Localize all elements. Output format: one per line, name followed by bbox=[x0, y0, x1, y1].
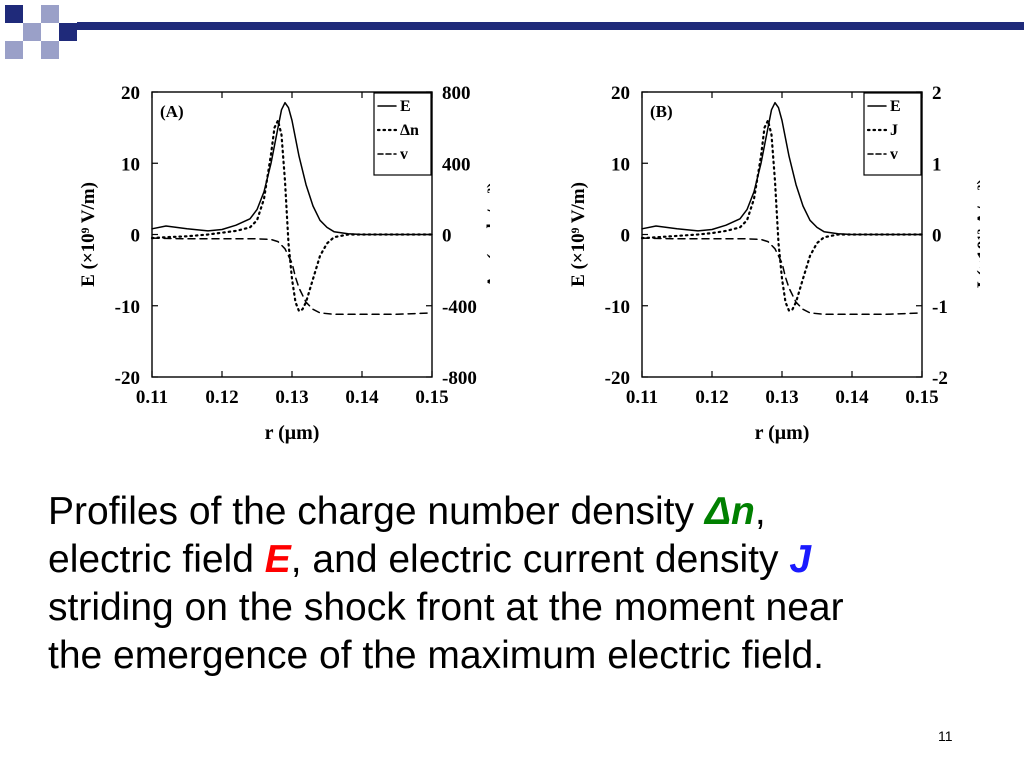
y-right-tick-label: 800 bbox=[442, 83, 471, 104]
caption-text: electric field bbox=[48, 538, 265, 581]
x-axis-label: r (μm) bbox=[265, 422, 320, 444]
x-tick-label: 0.13 bbox=[275, 387, 308, 408]
y-tick-label: 10 bbox=[121, 154, 140, 175]
chart-panel-a: 0.11 0.12 0.13 0.14 0.15 20 10 0 -10 -20 800 400 0 -4… bbox=[78, 83, 490, 444]
legend-entry: E bbox=[400, 98, 411, 115]
series-line-e bbox=[151, 101, 433, 236]
slide-caption: Profiles of the charge number density Δn… bbox=[48, 488, 998, 680]
deco-square bbox=[41, 5, 59, 23]
panel-label: (A) bbox=[160, 102, 184, 121]
legend-entry: v bbox=[890, 146, 898, 163]
series-line-e bbox=[641, 101, 923, 236]
y-right-axis-label: J (×10¹² A/m³) bbox=[974, 178, 980, 290]
deco-square bbox=[59, 23, 77, 41]
x-tick-label: 0.15 bbox=[905, 387, 938, 408]
y-tick-label: -20 bbox=[605, 368, 630, 389]
caption-j-current: J bbox=[789, 538, 812, 581]
series-line-n bbox=[150, 119, 434, 313]
deco-square bbox=[5, 41, 23, 59]
x-tick-label: 0.11 bbox=[136, 387, 168, 408]
deco-square bbox=[5, 5, 23, 23]
y-tick-label: 20 bbox=[121, 83, 140, 104]
x-tick-label: 0.15 bbox=[415, 387, 448, 408]
y-right-tick-label: -1 bbox=[932, 297, 948, 318]
caption-text: striding on the shock front at the momen… bbox=[48, 586, 844, 629]
y-right-tick-label: 2 bbox=[932, 83, 942, 104]
series-line-v bbox=[151, 237, 433, 316]
x-tick-label: 0.12 bbox=[695, 387, 728, 408]
y-right-tick-label: -400 bbox=[442, 297, 477, 318]
y-axis-label: E (×10⁹ V/m) bbox=[568, 182, 589, 287]
slide-header-decoration bbox=[5, 5, 1024, 59]
y-tick-label: -10 bbox=[605, 297, 630, 318]
caption-text: , bbox=[754, 490, 766, 533]
caption-text: , and electric current density bbox=[290, 538, 790, 581]
series-line-v bbox=[641, 237, 923, 316]
page-number: 11 bbox=[938, 728, 953, 744]
y-right-tick-label: 1 bbox=[932, 154, 942, 175]
deco-square bbox=[23, 23, 41, 41]
y-tick-label: 0 bbox=[621, 226, 631, 247]
legend-entry: J bbox=[890, 122, 898, 139]
legend-entry: E bbox=[890, 98, 901, 115]
series-line-j bbox=[640, 119, 924, 312]
y-right-tick-label: 0 bbox=[442, 226, 452, 247]
y-axis-label: E (×10⁹ V/m) bbox=[78, 182, 99, 287]
legend-entry: Δn bbox=[400, 122, 419, 139]
panel-label: (B) bbox=[650, 102, 673, 121]
caption-e-field: E bbox=[264, 538, 291, 581]
caption-delta-n: Δn bbox=[704, 490, 755, 533]
y-tick-label: 10 bbox=[611, 154, 630, 175]
legend-entry: v bbox=[400, 146, 408, 163]
x-tick-label: 0.14 bbox=[835, 387, 869, 408]
y-tick-label: -20 bbox=[115, 368, 140, 389]
y-right-tick-label: 0 bbox=[932, 226, 942, 247]
y-tick-label: -10 bbox=[115, 297, 140, 318]
caption-text: Profiles of the charge number density bbox=[48, 490, 705, 533]
x-tick-label: 0.12 bbox=[205, 387, 238, 408]
x-tick-label: 0.14 bbox=[345, 387, 379, 408]
y-right-tick-label: -800 bbox=[442, 368, 477, 389]
y-right-tick-label: -2 bbox=[932, 368, 948, 389]
y-tick-label: 0 bbox=[131, 226, 141, 247]
y-right-tick-label: 400 bbox=[442, 154, 471, 175]
chart-panel-b: 0.11 0.12 0.13 0.14 0.1520100-10-20210-1-2r … bbox=[568, 83, 980, 444]
x-tick-label: 0.11 bbox=[626, 387, 658, 408]
x-axis-label: r (μm) bbox=[755, 422, 810, 444]
y-tick-label: 20 bbox=[611, 83, 630, 104]
y-right-axis-label: Δn (mole/m³) bbox=[484, 182, 490, 288]
x-tick-label: 0.13 bbox=[765, 387, 798, 408]
header-rule bbox=[77, 22, 1024, 30]
deco-square bbox=[41, 41, 59, 59]
caption-text: the emergence of the maximum electric fi… bbox=[48, 634, 825, 677]
